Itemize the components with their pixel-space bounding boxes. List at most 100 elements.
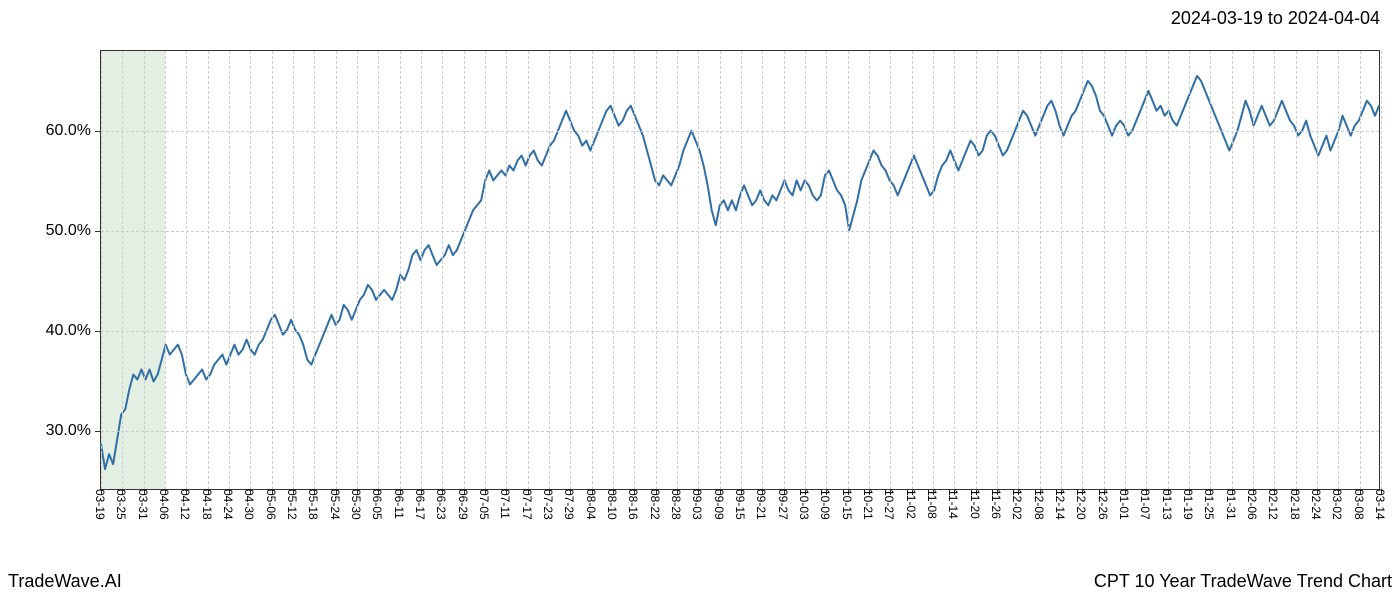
x-tick-label: 12-08 <box>1032 489 1046 520</box>
x-gridline <box>250 51 251 489</box>
x-gridline <box>912 51 913 489</box>
x-tick-label: 04-12 <box>178 489 192 520</box>
x-tick-label: 02-24 <box>1309 489 1323 520</box>
x-gridline <box>357 51 358 489</box>
x-gridline <box>1018 51 1019 489</box>
x-tick-label: 11-14 <box>946 489 960 519</box>
x-gridline <box>805 51 806 489</box>
x-tick-label: 07-05 <box>477 489 491 520</box>
x-tick-label: 09-21 <box>754 489 768 520</box>
x-gridline <box>549 51 550 489</box>
x-gridline <box>208 51 209 489</box>
x-tick-label: 11-02 <box>904 489 918 519</box>
x-gridline <box>997 51 998 489</box>
x-tick-label: 07-17 <box>520 489 534 520</box>
x-gridline <box>933 51 934 489</box>
x-gridline <box>677 51 678 489</box>
x-gridline <box>976 51 977 489</box>
x-tick-label: 12-14 <box>1053 489 1067 520</box>
x-tick-label: 12-02 <box>1010 489 1024 520</box>
x-gridline <box>720 51 721 489</box>
x-tick-label: 06-11 <box>392 489 406 519</box>
x-gridline <box>528 51 529 489</box>
x-tick-label: 01-19 <box>1181 489 1195 520</box>
x-gridline <box>1061 51 1062 489</box>
x-tick-label: 08-04 <box>584 489 598 520</box>
x-tick-label: 05-24 <box>328 489 342 520</box>
x-gridline <box>1274 51 1275 489</box>
x-gridline <box>229 51 230 489</box>
x-tick-label: 10-09 <box>818 489 832 520</box>
y-tick-label: 50.0% <box>31 222 91 240</box>
x-tick-label: 04-06 <box>157 489 171 520</box>
x-tick-label: 01-31 <box>1224 489 1238 520</box>
x-tick-label: 07-11 <box>498 489 512 519</box>
x-tick-label: 07-29 <box>562 489 576 520</box>
x-gridline <box>634 51 635 489</box>
x-gridline <box>1338 51 1339 489</box>
x-gridline <box>378 51 379 489</box>
x-tick-label: 08-28 <box>669 489 683 520</box>
x-tick-label: 01-01 <box>1117 489 1131 520</box>
x-gridline <box>762 51 763 489</box>
x-tick-label: 02-18 <box>1288 489 1302 520</box>
x-gridline <box>1317 51 1318 489</box>
x-gridline <box>741 51 742 489</box>
x-tick-label: 03-02 <box>1330 489 1344 520</box>
x-tick-label: 09-03 <box>690 489 704 520</box>
x-tick-label: 05-30 <box>349 489 363 520</box>
x-gridline <box>122 51 123 489</box>
x-tick-label: 09-27 <box>776 489 790 520</box>
x-gridline <box>144 51 145 489</box>
chart-plot-area: 30.0%40.0%50.0%60.0%03-1903-2503-3104-06… <box>100 50 1380 490</box>
x-tick-label: 06-05 <box>370 489 384 520</box>
brand-label: TradeWave.AI <box>8 571 122 592</box>
x-tick-label: 12-26 <box>1096 489 1110 520</box>
x-tick-label: 03-08 <box>1352 489 1366 520</box>
x-gridline <box>592 51 593 489</box>
x-tick-label: 06-23 <box>434 489 448 520</box>
x-tick-label: 08-16 <box>626 489 640 520</box>
x-gridline <box>1232 51 1233 489</box>
x-gridline <box>485 51 486 489</box>
x-gridline <box>869 51 870 489</box>
x-tick-label: 08-22 <box>648 489 662 520</box>
x-tick-label: 10-21 <box>861 489 875 520</box>
x-gridline <box>1296 51 1297 489</box>
x-tick-label: 09-09 <box>712 489 726 520</box>
x-tick-label: 06-29 <box>456 489 470 520</box>
x-tick-label: 05-12 <box>285 489 299 520</box>
x-tick-label: 02-12 <box>1266 489 1280 520</box>
x-tick-label: 09-15 <box>733 489 747 520</box>
x-gridline <box>570 51 571 489</box>
x-tick-label: 08-10 <box>605 489 619 520</box>
x-gridline <box>1040 51 1041 489</box>
x-gridline <box>1381 51 1382 489</box>
x-tick-label: 04-24 <box>221 489 235 520</box>
x-gridline <box>1210 51 1211 489</box>
date-range-label: 2024-03-19 to 2024-04-04 <box>1171 8 1380 29</box>
x-gridline <box>848 51 849 489</box>
x-gridline <box>1104 51 1105 489</box>
x-tick-label: 02-06 <box>1245 489 1259 520</box>
x-gridline <box>613 51 614 489</box>
x-tick-label: 04-30 <box>242 489 256 520</box>
x-gridline <box>293 51 294 489</box>
x-tick-label: 05-06 <box>264 489 278 520</box>
x-tick-label: 03-31 <box>136 489 150 520</box>
x-gridline <box>1253 51 1254 489</box>
x-tick-label: 11-20 <box>968 489 982 519</box>
x-gridline <box>101 51 102 489</box>
x-gridline <box>1360 51 1361 489</box>
x-gridline <box>336 51 337 489</box>
x-gridline <box>656 51 657 489</box>
x-tick-label: 11-26 <box>989 489 1003 519</box>
x-gridline <box>1125 51 1126 489</box>
x-gridline <box>506 51 507 489</box>
x-gridline <box>1168 51 1169 489</box>
x-gridline <box>186 51 187 489</box>
x-gridline <box>421 51 422 489</box>
y-tick-label: 30.0% <box>31 422 91 440</box>
x-gridline <box>890 51 891 489</box>
x-gridline <box>442 51 443 489</box>
